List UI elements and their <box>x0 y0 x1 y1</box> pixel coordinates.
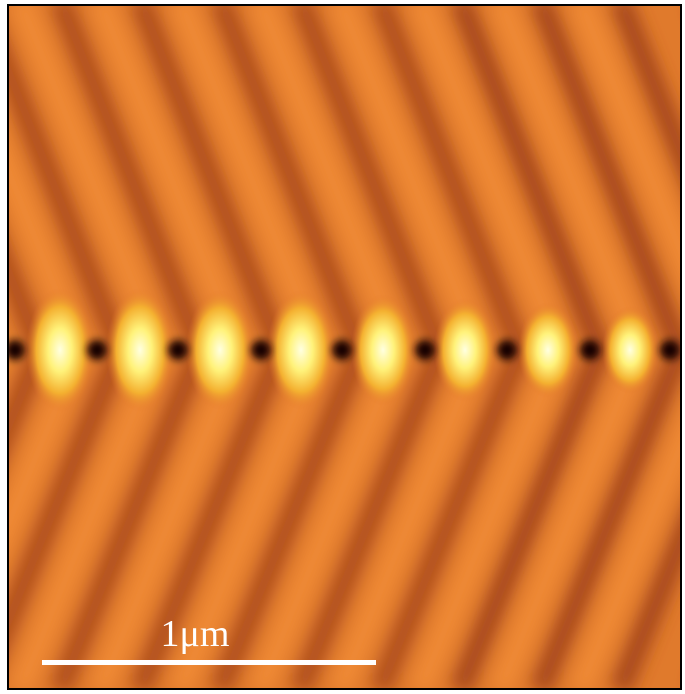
particle <box>580 340 600 360</box>
particle <box>251 340 271 360</box>
hotspot <box>267 290 335 410</box>
hotspot <box>106 288 174 412</box>
particle <box>87 340 107 360</box>
hotspot <box>518 302 578 398</box>
scale-bar <box>42 660 376 665</box>
hotspot <box>602 306 658 394</box>
hotspot <box>26 288 94 412</box>
particle <box>332 340 352 360</box>
particle <box>660 340 680 360</box>
field-map: 1μm <box>0 0 685 690</box>
scale-bar-label: 1μm <box>161 613 230 655</box>
particle <box>168 340 188 360</box>
particle <box>497 340 517 360</box>
hotspot <box>434 298 496 402</box>
page: 1μm (() => { const data = JSON.parse(doc… <box>0 0 685 694</box>
hotspot <box>351 294 415 406</box>
particle <box>415 340 435 360</box>
hotspot <box>186 290 254 410</box>
microscopy-image: 1μm <box>0 0 685 694</box>
